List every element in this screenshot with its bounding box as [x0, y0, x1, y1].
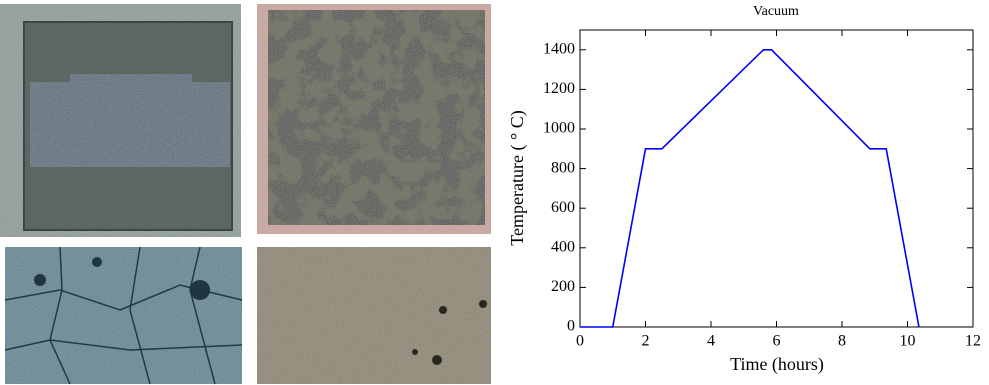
x-tick-label: 4: [707, 333, 715, 350]
plot-frame: [579, 29, 974, 328]
y-tick-label: 800: [551, 159, 575, 176]
y-tick-label: 200: [551, 278, 575, 295]
y-tick-label: 1200: [543, 80, 575, 97]
chart-title: Vacuum: [753, 4, 799, 19]
line-series: [580, 49, 920, 328]
photo-micro-1: [4, 246, 243, 385]
photo-micro-2: [257, 247, 491, 384]
x-tick-label: 8: [838, 333, 846, 350]
x-tick-label: 10: [900, 333, 916, 350]
x-tick-label: 0: [576, 333, 584, 350]
y-axis-label: Temperature ( ° C): [507, 110, 528, 245]
x-axis-label: Time (hours): [730, 354, 824, 375]
y-tick-label: 0: [567, 318, 575, 335]
x-tick-label: 2: [642, 333, 650, 350]
y-tick-label: 600: [551, 199, 575, 216]
y-tick-label: 1000: [543, 120, 575, 137]
photo-sample-2: [257, 4, 491, 234]
y-tick-label: 400: [551, 238, 575, 255]
x-tick-label: 12: [965, 333, 981, 350]
y-tick-label: 1400: [543, 40, 575, 57]
photo-sample-1: [0, 4, 241, 237]
x-tick-label: 6: [773, 333, 781, 350]
